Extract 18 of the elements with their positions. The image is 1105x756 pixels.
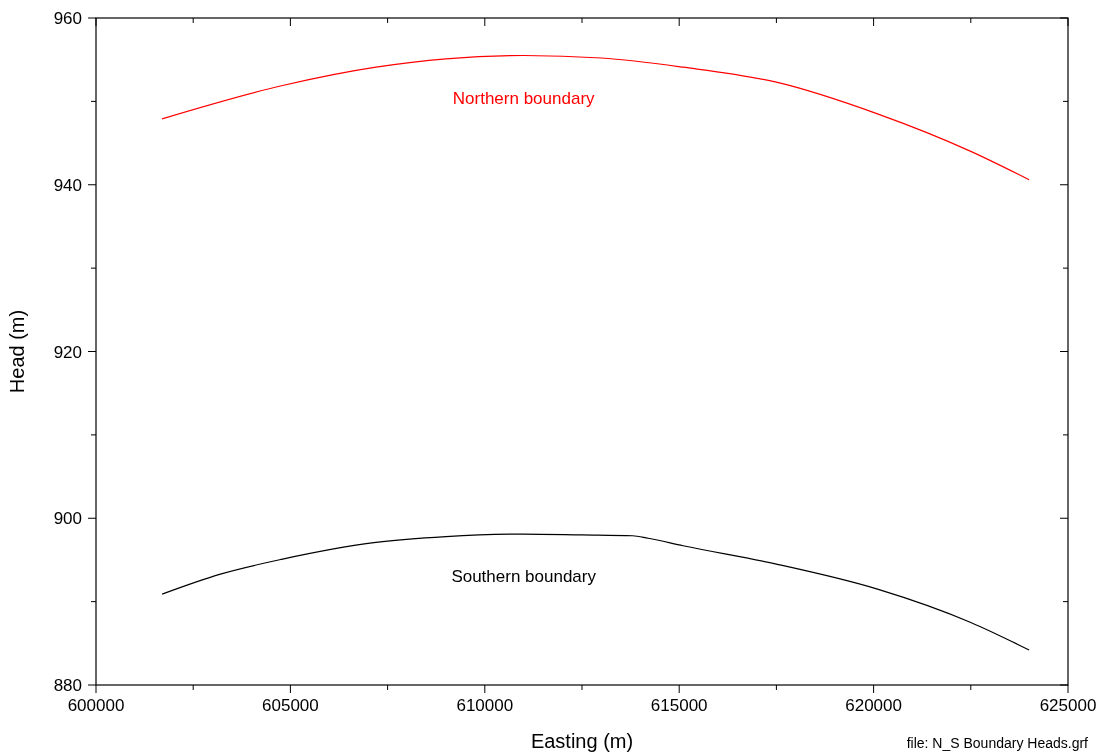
series-label: Northern boundary xyxy=(452,88,596,108)
x-tick-label: 605000 xyxy=(262,696,319,715)
y-tick-label: 940 xyxy=(53,175,82,195)
series-label: Southern boundary xyxy=(451,567,597,587)
y-tick-label: 880 xyxy=(53,676,82,695)
x-tick-label: 625000 xyxy=(1039,696,1097,715)
y-axis-title: Head (m) xyxy=(6,309,28,394)
y-tick-label: 960 xyxy=(53,9,82,28)
x-tick-label: 615000 xyxy=(650,696,708,715)
line-series xyxy=(161,533,1030,651)
text: file: N_S Boundary Heads.grf xyxy=(906,735,1089,751)
x-axis-title: Easting (m) xyxy=(530,730,634,752)
x-tick-label: 620000 xyxy=(845,696,902,715)
y-tick-label: 900 xyxy=(53,509,82,529)
x-tick-label: 600000 xyxy=(67,696,125,715)
y-tick-label: 920 xyxy=(53,342,82,362)
x-tick-label: 610000 xyxy=(456,696,514,715)
line-series xyxy=(161,54,1030,181)
